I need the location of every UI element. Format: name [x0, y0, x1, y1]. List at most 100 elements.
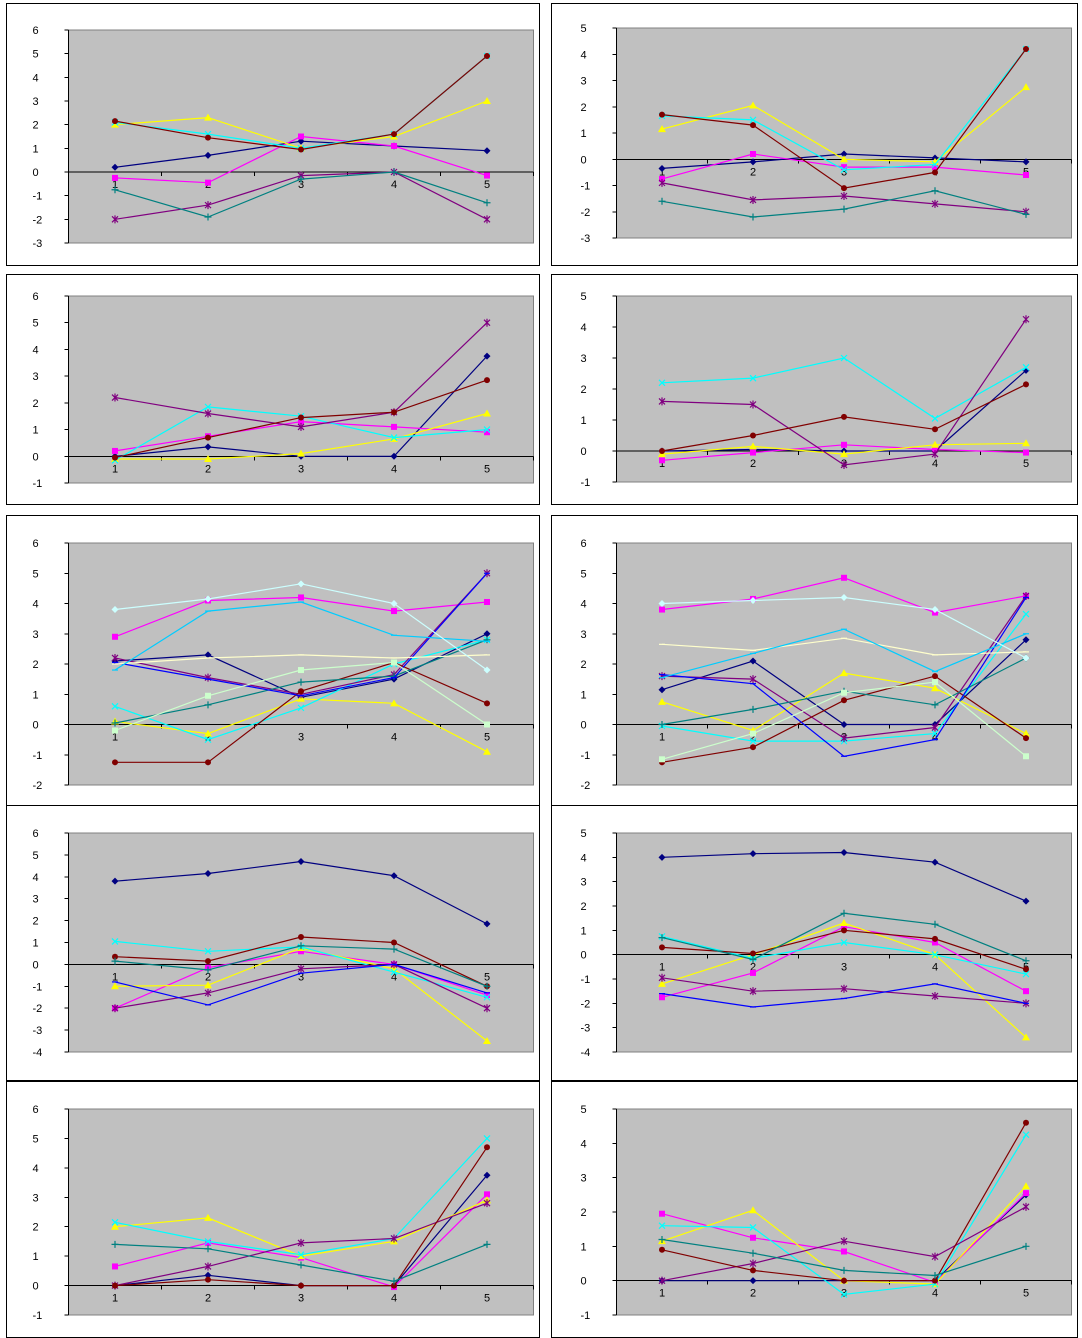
series-6: [112, 1144, 490, 1289]
series-6: [659, 1119, 1029, 1284]
data-point: [483, 1135, 491, 1142]
x-tick-label: 3: [841, 166, 847, 178]
data-point: [204, 1245, 212, 1253]
data-point: [931, 606, 939, 614]
x-tick-label: 4: [391, 732, 397, 744]
series-12: [111, 580, 491, 674]
data-point: [659, 756, 665, 763]
y-tick-label: 5: [33, 318, 39, 330]
data-point: [204, 729, 212, 737]
data-point: [297, 175, 305, 183]
data-point: [1023, 172, 1029, 178]
data-point: [840, 205, 848, 213]
data-point: [391, 142, 397, 149]
data-point: [658, 1222, 666, 1230]
y-tick-label: 0: [33, 959, 39, 971]
data-point: [483, 97, 491, 104]
data-point: [749, 1206, 757, 1214]
data-point: [749, 1277, 757, 1285]
data-point: [1023, 1190, 1029, 1197]
y-tick-label: 2: [581, 1207, 587, 1219]
data-point: [204, 151, 212, 159]
data-point: [658, 600, 666, 607]
data-point: [658, 686, 666, 694]
x-tick-label: 4: [932, 962, 938, 974]
y-tick-label: 6: [33, 291, 39, 303]
data-point: [298, 934, 304, 941]
y-tick-label: 0: [581, 950, 587, 962]
y-tick-label: 4: [33, 599, 39, 611]
chart-panel-7: -4 -3 -2 -1 0 1 2 3 4 5 6 1 2 3 4 5: [6, 805, 540, 1081]
data-point: [750, 449, 756, 456]
y-tick-label: 2: [581, 384, 587, 396]
data-point: [391, 423, 397, 430]
data-point: [840, 450, 848, 458]
data-point: [297, 704, 305, 712]
y-tick-label: 1: [581, 415, 587, 427]
data-point: [931, 701, 939, 709]
y-tick-label: 6: [33, 538, 39, 550]
data-point: [204, 213, 212, 221]
data-point: [484, 992, 490, 999]
data-point: [749, 1224, 757, 1231]
chart-panel-4: -101234512345: [551, 274, 1078, 505]
data-point: [298, 948, 304, 955]
data-point: [298, 418, 304, 425]
y-tick-label: 1: [581, 689, 587, 701]
y-tick-label: -1: [581, 477, 591, 489]
data-point: [204, 409, 212, 418]
data-point: [298, 688, 304, 695]
series-7: [111, 636, 491, 727]
data-point: [840, 734, 848, 743]
data-point: [483, 1199, 491, 1208]
x-tick-label: 1: [659, 962, 665, 974]
data-point: [204, 113, 212, 121]
series-8: [659, 983, 1029, 1008]
data-point: [932, 164, 938, 171]
data-point: [749, 1249, 757, 1257]
data-point: [840, 984, 848, 993]
series-7: [111, 168, 491, 221]
data-point: [484, 1191, 490, 1198]
data-point: [111, 120, 119, 128]
data-point: [840, 593, 848, 601]
data-point: [840, 166, 848, 174]
y-tick-label: 2: [581, 102, 587, 114]
y-tick-label: 5: [33, 568, 39, 580]
y-tick-label: 3: [33, 629, 39, 641]
data-point: [1023, 449, 1029, 456]
data-point: [1022, 610, 1030, 618]
y-tick-label: 3: [581, 76, 587, 88]
data-point: [111, 186, 119, 194]
data-point: [111, 393, 119, 402]
data-point: [298, 146, 304, 153]
x-tick-label: 5: [484, 971, 490, 983]
data-point: [204, 595, 212, 603]
data-point: [391, 939, 397, 946]
y-tick-label: 6: [581, 538, 587, 550]
data-point: [483, 636, 491, 644]
data-point: [750, 151, 756, 157]
series-6: [112, 377, 490, 461]
y-tick-label: 3: [33, 371, 39, 383]
series-2: [659, 441, 1029, 464]
data-point: [841, 185, 847, 192]
x-tick-label: 5: [484, 732, 490, 744]
data-point: [205, 759, 211, 766]
data-point: [204, 1213, 212, 1221]
series-1: [658, 150, 1030, 172]
data-point: [749, 442, 757, 450]
data-point: [749, 705, 757, 713]
x-tick-label: 2: [205, 463, 211, 475]
data-point: [931, 684, 939, 692]
data-point: [204, 1262, 212, 1271]
y-tick-label: 2: [581, 659, 587, 671]
data-point: [749, 400, 757, 409]
series-10: [112, 654, 490, 665]
data-point: [1023, 966, 1029, 973]
series-11: [112, 601, 490, 671]
data-point: [483, 1004, 491, 1013]
data-point: [931, 440, 939, 448]
chart-panel-2: -3-2-101234512345: [551, 3, 1078, 266]
